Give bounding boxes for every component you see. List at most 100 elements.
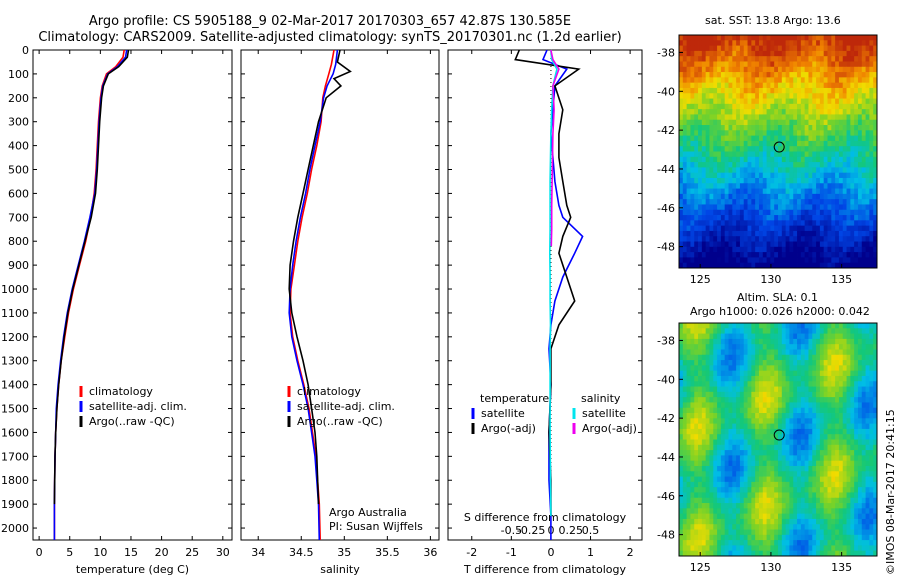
map-cell bbox=[808, 66, 813, 73]
map-cell bbox=[812, 140, 817, 147]
map-cell bbox=[686, 135, 691, 142]
map-cell bbox=[816, 87, 821, 94]
map-cell bbox=[861, 177, 866, 184]
map-cell bbox=[857, 354, 863, 361]
map-cell bbox=[781, 503, 787, 509]
map-cell bbox=[816, 130, 821, 137]
map-cell bbox=[739, 375, 745, 382]
map-cell bbox=[816, 93, 821, 99]
map-cell bbox=[869, 497, 874, 504]
map-cell bbox=[713, 262, 718, 269]
map-frame bbox=[678, 34, 878, 269]
map-cell bbox=[762, 135, 767, 142]
map-cell bbox=[732, 61, 737, 68]
map-cell bbox=[835, 481, 840, 488]
map-cell bbox=[686, 98, 691, 105]
map-cell bbox=[747, 497, 752, 504]
map-cell bbox=[717, 93, 722, 99]
map-cell bbox=[800, 328, 806, 334]
map-cell bbox=[739, 370, 745, 377]
map-cell bbox=[751, 220, 756, 227]
map-cell bbox=[793, 328, 798, 334]
map-cell bbox=[713, 375, 718, 382]
map-cell bbox=[728, 98, 733, 105]
map-cell bbox=[827, 82, 832, 89]
map-cell bbox=[804, 215, 809, 221]
map-cell bbox=[720, 172, 726, 179]
map-cell bbox=[732, 497, 737, 504]
map-cell bbox=[808, 72, 813, 78]
map-cell bbox=[751, 450, 756, 456]
map-cell bbox=[758, 172, 764, 179]
map-cell bbox=[823, 328, 828, 334]
map-cell bbox=[720, 119, 726, 126]
map-cell bbox=[686, 103, 691, 110]
map-cell bbox=[808, 77, 813, 84]
map-cell bbox=[857, 230, 863, 237]
map-cell bbox=[854, 360, 859, 366]
map-cell bbox=[743, 391, 748, 398]
map-cell bbox=[850, 135, 855, 142]
map-cell bbox=[717, 465, 722, 472]
map-cell bbox=[770, 386, 775, 393]
map-cell bbox=[743, 109, 748, 115]
map-cell bbox=[747, 513, 752, 520]
map-cell bbox=[865, 262, 870, 269]
map-cell bbox=[789, 183, 794, 189]
map-cell bbox=[785, 344, 790, 350]
map-cell bbox=[705, 140, 710, 147]
map-cell bbox=[720, 77, 726, 84]
map-cell bbox=[808, 183, 813, 189]
map-cell bbox=[838, 98, 844, 105]
map-cell bbox=[755, 236, 760, 242]
map-cell bbox=[728, 323, 733, 329]
map-cell bbox=[717, 236, 722, 242]
map-cell bbox=[766, 177, 771, 184]
map-cell bbox=[785, 476, 790, 483]
map-cell bbox=[747, 333, 752, 340]
map-cell bbox=[720, 508, 726, 515]
map-cell bbox=[770, 407, 775, 414]
map-cell bbox=[850, 344, 855, 350]
map-cell bbox=[869, 391, 874, 398]
map-cell bbox=[736, 156, 741, 163]
map-cell bbox=[857, 103, 863, 110]
map-cell bbox=[766, 151, 771, 158]
map-y-tick-label: -42 bbox=[657, 412, 675, 425]
map-cell bbox=[869, 93, 874, 99]
map-cell bbox=[789, 476, 794, 483]
map-cell bbox=[831, 241, 836, 248]
map-cell bbox=[770, 140, 775, 147]
map-cell bbox=[819, 77, 825, 84]
map-cell bbox=[789, 98, 794, 105]
map-cell bbox=[835, 135, 840, 142]
map-cell bbox=[850, 241, 855, 248]
map-cell bbox=[728, 471, 733, 477]
map-cell bbox=[816, 534, 821, 541]
map-cell bbox=[679, 370, 684, 377]
map-cell bbox=[682, 130, 688, 137]
map-cell bbox=[686, 215, 691, 221]
map-cell bbox=[762, 524, 767, 530]
map-cell bbox=[724, 397, 729, 403]
map-cell bbox=[789, 156, 794, 163]
map-cell bbox=[793, 193, 798, 200]
map-cell bbox=[804, 550, 809, 557]
map-cell bbox=[842, 98, 847, 105]
map-cell bbox=[842, 407, 847, 414]
map-cell bbox=[800, 323, 806, 329]
map-cell bbox=[717, 360, 722, 366]
map-cell bbox=[717, 125, 722, 131]
map-cell bbox=[838, 156, 844, 163]
map-cell bbox=[698, 460, 703, 467]
map-cell bbox=[857, 109, 863, 115]
map-cell bbox=[816, 230, 821, 237]
map-cell bbox=[743, 140, 748, 147]
map-cell bbox=[679, 375, 684, 382]
map-cell bbox=[865, 50, 870, 57]
map-cell bbox=[781, 487, 787, 493]
map-cell bbox=[869, 230, 874, 237]
map-cell bbox=[865, 550, 870, 557]
map-cell bbox=[793, 98, 798, 105]
map-cell bbox=[743, 130, 748, 137]
